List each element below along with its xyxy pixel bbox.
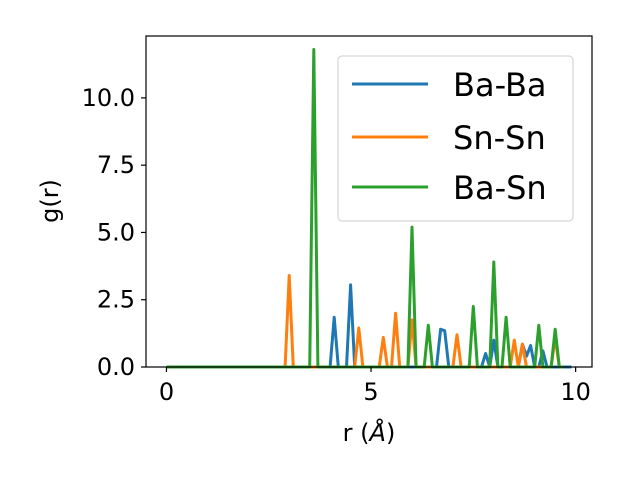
y-tick-label: 10.0 xyxy=(82,84,135,112)
legend-label-ba-ba: Ba-Ba xyxy=(453,66,547,104)
y-tick-label: 2.5 xyxy=(97,286,135,314)
plot-frame xyxy=(145,35,593,368)
y-tick-label: 7.5 xyxy=(97,151,135,179)
series-line-sn-sn xyxy=(166,274,561,369)
x-axis: 0 5 10 xyxy=(159,367,591,406)
y-axis-label: g(r) xyxy=(36,179,64,223)
y-tick-label: 0.0 xyxy=(97,353,135,381)
x-axis-label: r (Å) xyxy=(343,418,396,447)
x-tick-label: 5 xyxy=(363,378,378,406)
legend-label-sn-sn: Sn-Sn xyxy=(453,119,546,157)
legend: Ba-Ba Sn-Sn Ba-Sn xyxy=(337,55,574,222)
y-axis: 0.0 2.5 5.0 7.5 10.0 xyxy=(82,84,146,381)
legend-frame xyxy=(337,55,574,222)
x-tick-label: 10 xyxy=(560,378,591,406)
y-tick-label: 5.0 xyxy=(97,218,135,246)
legend-label-ba-sn: Ba-Sn xyxy=(453,169,547,207)
x-tick-label: 0 xyxy=(159,378,174,406)
